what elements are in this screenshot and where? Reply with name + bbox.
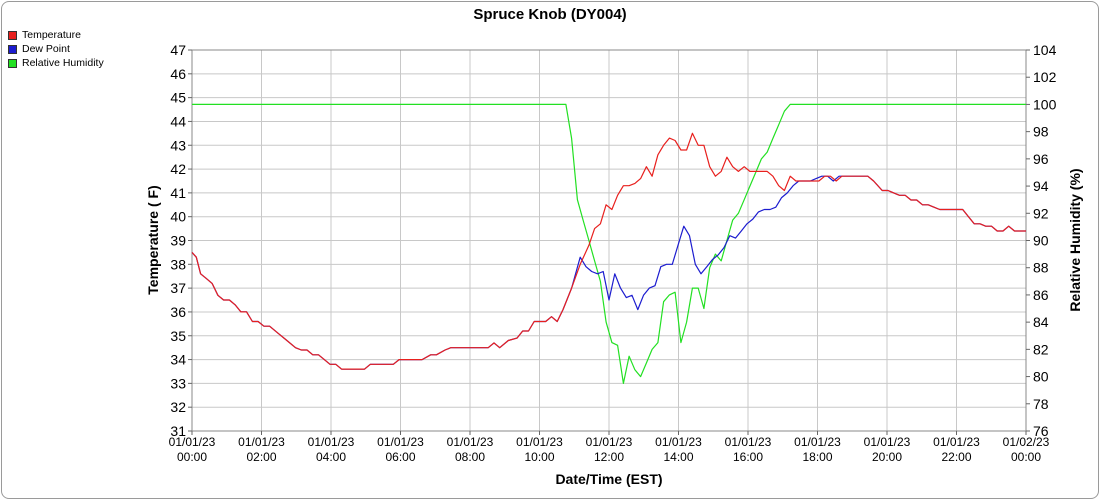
y-left-tick-label: 40 [170, 209, 186, 225]
y-right-tick-label: 100 [1033, 96, 1057, 112]
legend-item-temperature: Temperature [8, 28, 104, 42]
legend-label-relative-humidity: Relative Humidity [22, 57, 104, 69]
y-right-tick-label: 102 [1033, 69, 1057, 85]
x-tick-label-date: 01/01/23 [586, 435, 633, 449]
y-right-tick-label: 104 [1033, 42, 1057, 58]
series-lines [191, 103, 1026, 384]
x-tick-label-date: 01/01/23 [377, 435, 424, 449]
y-left-tick-label: 41 [170, 185, 186, 201]
legend-swatch-temperature [8, 30, 17, 40]
y-left-tick-label: 46 [170, 66, 186, 82]
x-tick-label-date: 01/01/23 [169, 435, 216, 449]
y-axis-left: 47 46 45 44 43 42 41 40 39 38 37 36 35 34 33 32 31 [170, 42, 192, 439]
x-tick-label-date: 01/01/23 [794, 435, 841, 449]
y-left-tick-label: 36 [170, 304, 186, 320]
y-right-tick-label: 96 [1033, 151, 1049, 167]
legend-item-dew-point: Dew Point [8, 42, 104, 56]
series-line-temperature [191, 132, 1026, 370]
y-left-tick-label: 35 [170, 328, 186, 344]
series-line-relative-humidity [192, 103, 1026, 384]
x-tick-label-time: 22:00 [941, 450, 971, 464]
x-tick-label-time: 00:00 [177, 450, 207, 464]
y-axis-right: 104 102 100 98 96 94 92 90 88 86 84 82 80 78 76 [1026, 42, 1057, 439]
y-right-tick-label: 88 [1033, 260, 1049, 276]
y-axis-left-label: Temperature ( F) [145, 185, 161, 294]
x-tick-label-date: 01/01/23 [933, 435, 980, 449]
y-left-tick-label: 44 [170, 113, 186, 129]
chart-title: Spruce Knob (DY004) [473, 6, 626, 23]
x-tick-label-date: 01/01/23 [725, 435, 772, 449]
y-axis-right-label: Relative Humidity (%) [1067, 168, 1083, 311]
y-right-tick-label: 92 [1033, 205, 1049, 221]
y-right-tick-label: 80 [1033, 369, 1049, 385]
y-left-tick-label: 38 [170, 256, 186, 272]
x-axis: 01/01/2300:0001/01/2302:0001/01/2304:000… [169, 431, 1050, 464]
y-left-tick-label: 33 [170, 375, 186, 391]
legend-swatch-dew-point [8, 44, 17, 54]
x-axis-label: Date/Time (EST) [555, 471, 662, 487]
grid [192, 50, 1026, 431]
x-tick-label-time: 06:00 [385, 450, 415, 464]
x-tick-label-date: 01/02/23 [1003, 435, 1050, 449]
legend-item-relative-humidity: Relative Humidity [8, 56, 104, 70]
y-left-tick-label: 42 [170, 161, 186, 177]
x-tick-label-date: 01/01/23 [864, 435, 911, 449]
legend-label-temperature: Temperature [22, 29, 81, 41]
legend-swatch-relative-humidity [8, 58, 17, 68]
x-tick-label-time: 10:00 [524, 450, 554, 464]
y-left-tick-label: 32 [170, 399, 186, 415]
y-left-tick-label: 45 [170, 90, 186, 106]
legend-label-dew-point: Dew Point [22, 43, 70, 55]
x-tick-label-date: 01/01/23 [238, 435, 285, 449]
y-right-tick-label: 78 [1033, 396, 1049, 412]
y-left-tick-label: 39 [170, 233, 186, 249]
x-tick-label-time: 02:00 [246, 450, 276, 464]
x-tick-label-time: 12:00 [594, 450, 624, 464]
x-tick-label-time: 00:00 [1011, 450, 1041, 464]
y-right-tick-label: 84 [1033, 314, 1049, 330]
y-right-tick-label: 82 [1033, 341, 1049, 357]
x-tick-label-time: 08:00 [455, 450, 485, 464]
y-right-tick-label: 86 [1033, 287, 1049, 303]
x-tick-label-date: 01/01/23 [447, 435, 494, 449]
y-right-tick-label: 98 [1033, 124, 1049, 140]
x-tick-label-time: 16:00 [733, 450, 763, 464]
x-tick-label-date: 01/01/23 [655, 435, 702, 449]
x-tick-label-time: 20:00 [872, 450, 902, 464]
y-right-tick-label: 90 [1033, 233, 1049, 249]
y-left-tick-label: 43 [170, 137, 186, 153]
x-tick-label-time: 18:00 [802, 450, 832, 464]
y-right-tick-label: 94 [1033, 178, 1049, 194]
y-left-tick-label: 31 [170, 423, 186, 439]
y-left-tick-label: 47 [170, 42, 186, 58]
x-tick-label-date: 01/01/23 [516, 435, 563, 449]
x-tick-label-time: 14:00 [663, 450, 693, 464]
y-right-tick-label: 76 [1033, 423, 1049, 439]
legend: Temperature Dew Point Relative Humidity [8, 28, 104, 70]
x-tick-label-time: 04:00 [316, 450, 346, 464]
x-tick-label-date: 01/01/23 [308, 435, 355, 449]
y-left-tick-label: 37 [170, 280, 186, 296]
y-left-tick-label: 34 [170, 352, 186, 368]
